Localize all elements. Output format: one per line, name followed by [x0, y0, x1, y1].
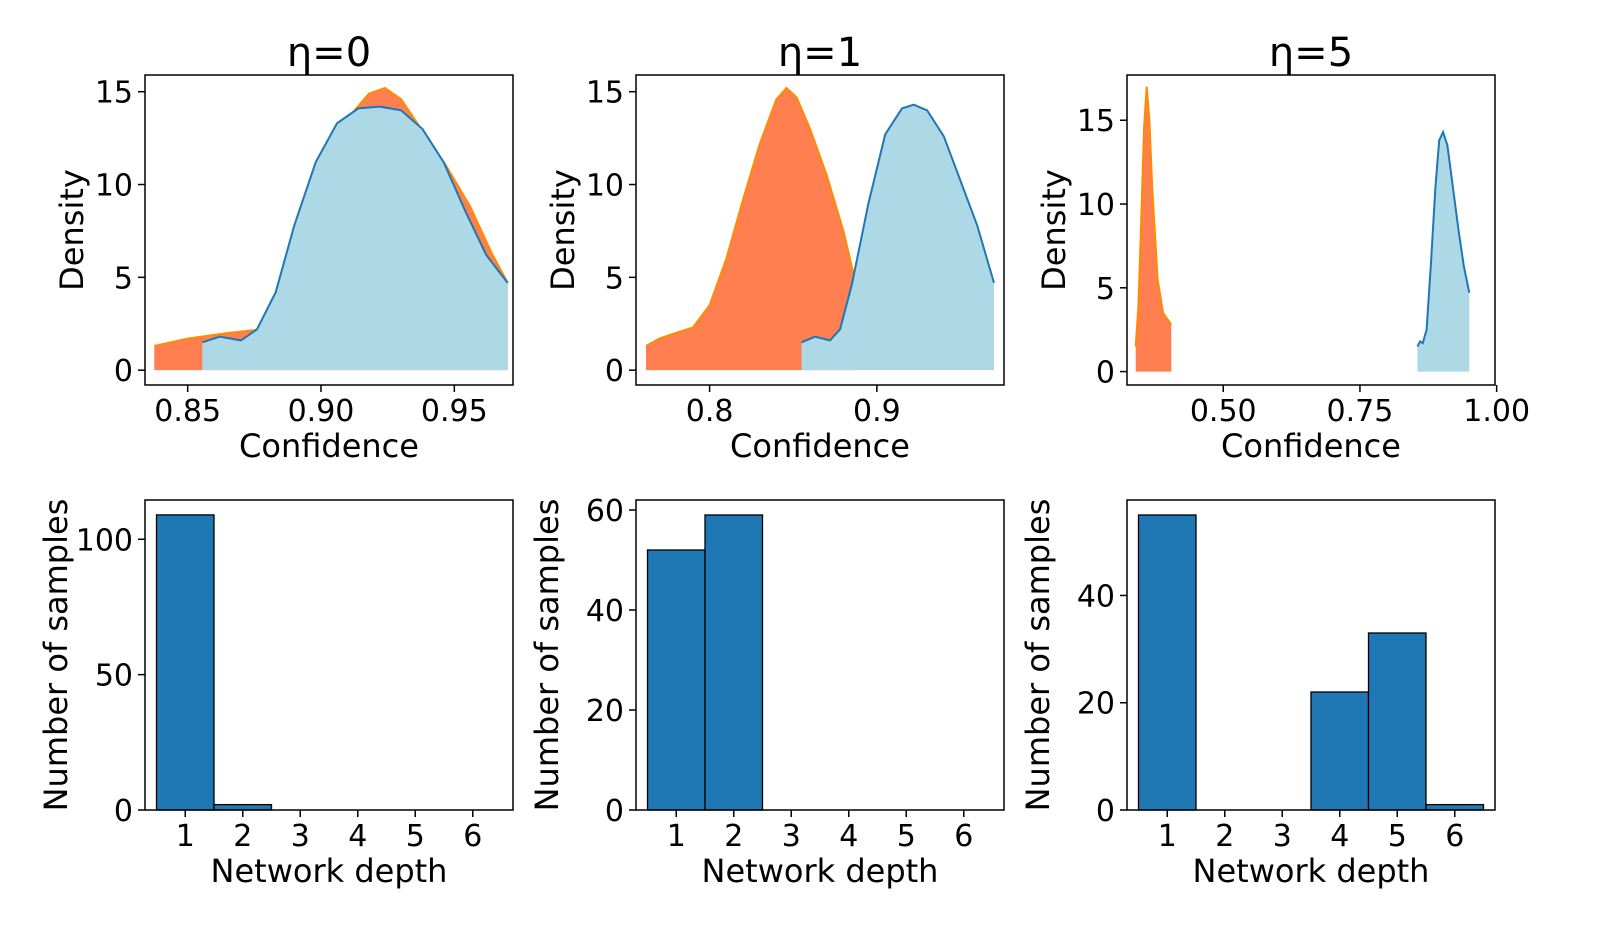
y-tick-label: 5	[1096, 272, 1115, 307]
y-tick-label: 15	[1077, 104, 1115, 139]
x-tick-label: 5	[897, 819, 916, 854]
y-tick-label: 5	[605, 261, 624, 296]
x-tick-label: 3	[782, 819, 801, 854]
bar-depth-1	[155, 514, 215, 811]
x-tick-label: 2	[1215, 819, 1234, 854]
density-line-filled-lightblue	[801, 103, 995, 344]
plot-frame	[635, 74, 1005, 386]
x-tick-label: 3	[1273, 819, 1292, 854]
bar-depth-1	[1137, 514, 1197, 811]
y-tick-label: 0	[1096, 794, 1115, 829]
density-line-filled-orange	[1134, 86, 1173, 347]
y-tick-label: 15	[95, 76, 133, 111]
bar-depth-4	[1310, 691, 1370, 811]
x-tick-label: 6	[463, 819, 482, 854]
x-tick-label: 4	[839, 819, 858, 854]
y-axis-label: Number of samples	[37, 499, 75, 812]
y-tick-label: 20	[1077, 687, 1115, 722]
bar-depth-5	[1367, 632, 1427, 811]
density-fill-filled-lightblue	[801, 104, 994, 371]
y-tick-label: 0	[114, 354, 133, 389]
y-tick-label: 50	[95, 659, 133, 694]
x-tick-label: 5	[1388, 819, 1407, 854]
x-tick-label: 6	[1445, 819, 1464, 854]
y-tick-label: 40	[1077, 579, 1115, 614]
subplot-3: 0.50 0.75 1.00 0 5 10 15 η=5 Confidence Density	[1035, 30, 1530, 465]
y-tick-label: 15	[586, 76, 624, 111]
x-axis-label: Confidence	[1221, 427, 1401, 465]
y-tick-label: 10	[1077, 188, 1115, 223]
x-axis-label: Confidence	[730, 427, 910, 465]
y-tick-label: 10	[586, 169, 624, 204]
subplot-title: η=0	[287, 30, 371, 76]
x-axis-label: Network depth	[702, 852, 939, 890]
bar-depth-2	[704, 514, 764, 811]
density-fill-filled-orange	[1135, 86, 1172, 372]
plot-frame	[635, 499, 1005, 811]
y-tick-label: 5	[114, 261, 133, 296]
plot-frame	[1126, 74, 1496, 386]
x-tick-label: 1	[667, 819, 686, 854]
y-axis-label: Density	[544, 169, 582, 291]
x-tick-label: 4	[348, 819, 367, 854]
x-tick-label: 0.75	[1327, 394, 1394, 429]
y-axis-label: Density	[53, 169, 91, 291]
x-axis-label: Network depth	[211, 852, 448, 890]
x-tick-label: 1	[1158, 819, 1177, 854]
y-tick-label: 60	[586, 494, 624, 529]
plot-frame	[1126, 499, 1496, 811]
x-tick-label: 4	[1330, 819, 1349, 854]
y-tick-label: 0	[114, 794, 133, 829]
y-tick-label: 0	[605, 794, 624, 829]
x-tick-label: 0.95	[421, 394, 488, 429]
plot-frame	[144, 499, 514, 811]
y-axis-label: Number of samples	[1019, 499, 1057, 812]
y-tick-label: 0	[1096, 356, 1115, 391]
bar-depth-2	[213, 803, 273, 811]
density-fill-filled-orange	[646, 88, 856, 371]
x-tick-label: 0.90	[288, 394, 355, 429]
subplot-6: 1 2 3 4 5 6 0 20 40 Network depth Number of sample…	[1019, 499, 1496, 890]
x-tick-label: 0.85	[154, 394, 221, 429]
subplot-2: 0.8 0.9 0 5 10 15 η=1 Confidence Density	[544, 30, 1005, 465]
x-tick-label: 0.50	[1190, 394, 1257, 429]
subplot-4: 1 2 3 4 5 6 0 50 100 Network depth Number of sampl…	[37, 499, 514, 890]
x-tick-label: 1	[176, 819, 195, 854]
density-fill-filled-lightblue	[202, 106, 508, 371]
bar-depth-1	[646, 549, 706, 811]
x-tick-label: 0.9	[853, 394, 901, 429]
x-tick-label: 3	[291, 819, 310, 854]
density-fill-filled-lightblue	[1417, 132, 1470, 372]
density-line-filled-orange	[154, 86, 509, 347]
subplot-title: η=5	[1269, 30, 1353, 76]
subplot-title: η=1	[778, 30, 862, 76]
bar-depth-6	[1425, 803, 1485, 811]
density-line-filled-orange	[645, 86, 857, 347]
x-tick-label: 0.8	[686, 394, 734, 429]
x-tick-label: 5	[406, 819, 425, 854]
y-tick-label: 10	[95, 169, 133, 204]
x-tick-label: 2	[233, 819, 252, 854]
y-tick-label: 100	[76, 523, 133, 558]
x-tick-label: 1.00	[1463, 394, 1530, 429]
y-tick-label: 40	[586, 594, 624, 629]
y-axis-label: Density	[1035, 169, 1073, 291]
x-tick-label: 6	[954, 819, 973, 854]
x-axis-label: Confidence	[239, 427, 419, 465]
subplot-1: 0.85 0.90 0.95 0 5 10 15 η=0 Confidence Density	[53, 30, 514, 465]
y-tick-label: 0	[605, 354, 624, 389]
density-line-filled-lightblue	[201, 105, 509, 344]
x-axis-label: Network depth	[1193, 852, 1430, 890]
density-line-filled-lightblue	[1416, 129, 1471, 347]
plot-frame	[144, 74, 514, 386]
y-tick-label: 20	[586, 694, 624, 729]
y-axis-label: Number of samples	[528, 499, 566, 812]
x-tick-label: 2	[724, 819, 743, 854]
